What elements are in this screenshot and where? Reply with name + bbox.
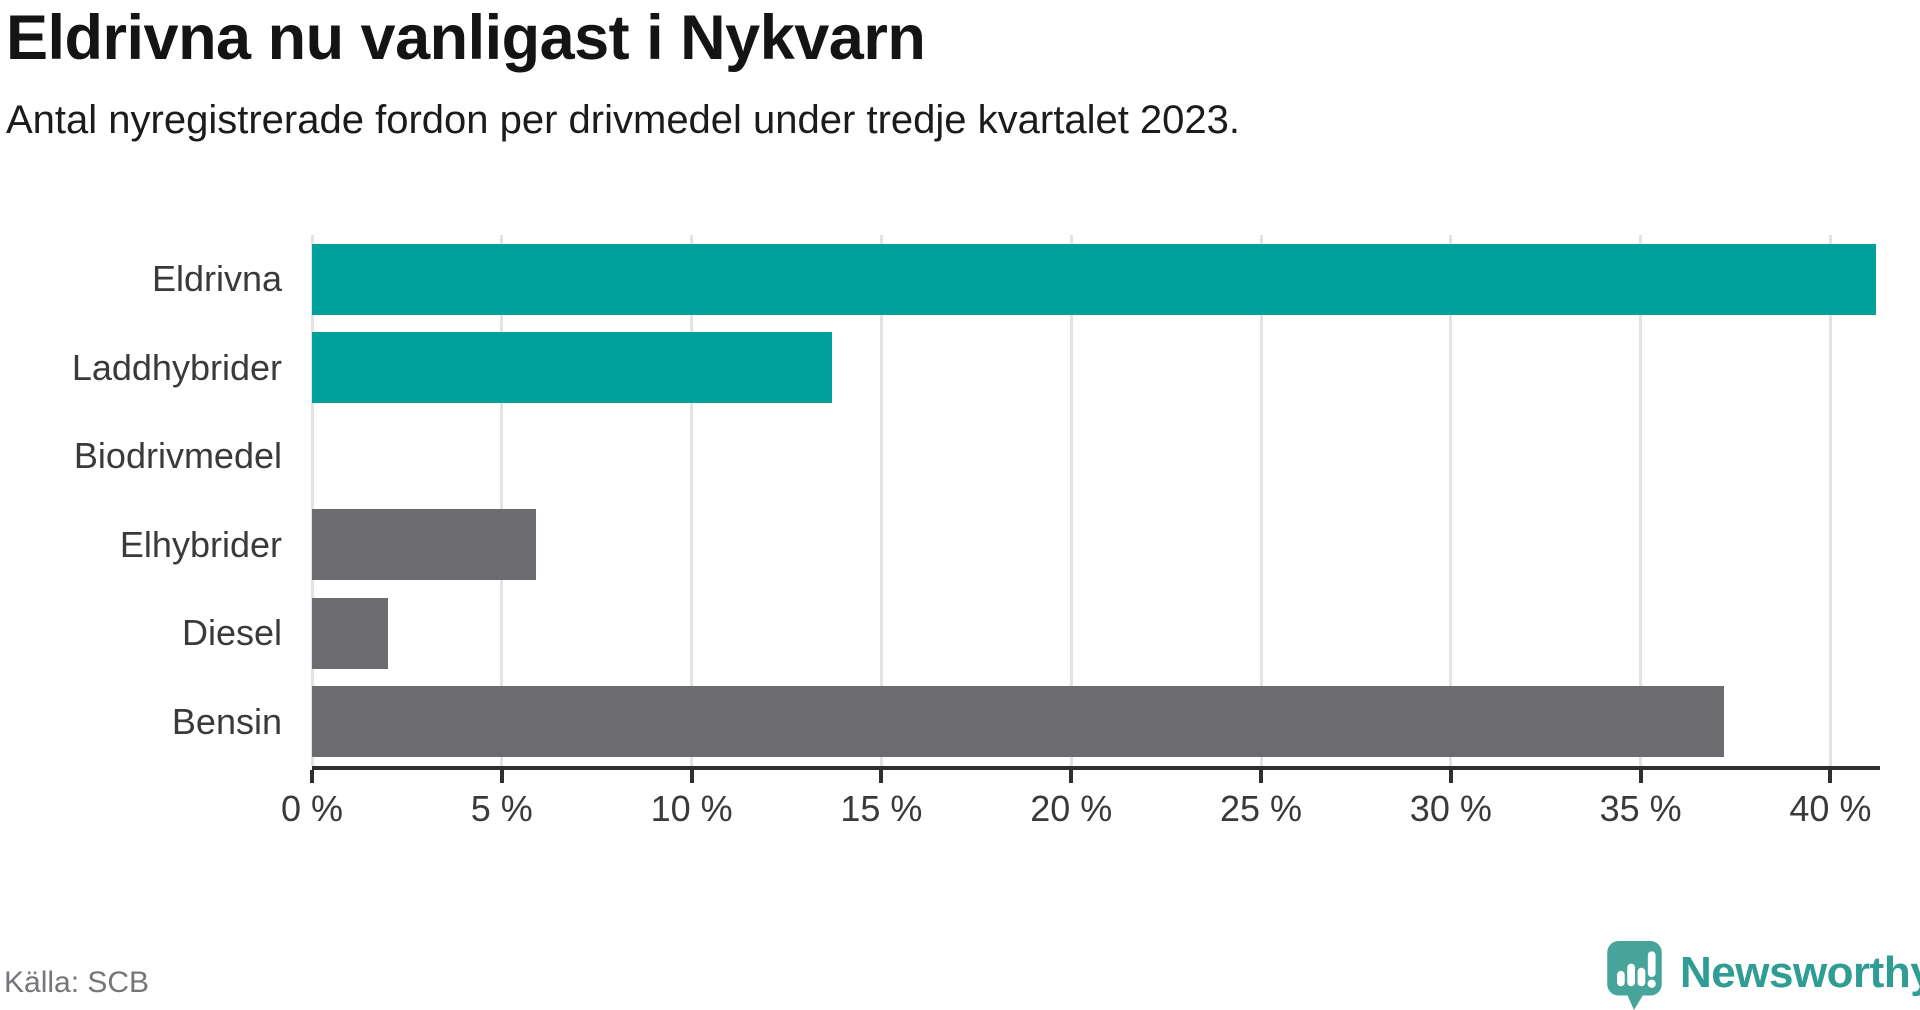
category-label: Diesel (181, 612, 282, 654)
source-note: Källa: SCB (4, 966, 150, 999)
x-axis-tick (310, 770, 314, 783)
category-label: Laddhybrider (71, 346, 282, 388)
plot-area (310, 235, 1876, 766)
bar-diesel (312, 597, 388, 669)
bar-laddhybrider (312, 332, 833, 404)
bar-eldrivna (312, 243, 1876, 315)
x-axis-tick-label: 5 % (470, 788, 533, 829)
x-axis-tick-label: 25 % (1219, 788, 1303, 829)
x-axis-tick (1259, 770, 1264, 783)
gridline (1449, 235, 1453, 766)
x-axis-tick-label: 10 % (650, 788, 733, 829)
chart-title: Eldrivna nu vanligast i Nykvarn (6, 3, 926, 73)
x-axis-tick-label: 20 % (1030, 788, 1113, 829)
x-axis-tick-label: 0 % (280, 788, 344, 829)
newsworthy-bubble-chart-icon (1607, 941, 1662, 1010)
gridline (1639, 235, 1643, 766)
newsworthy-logo: Newsworthy (1606, 940, 1920, 1010)
chart-subtitle: Antal nyregistrerade fordon per drivmede… (6, 98, 1241, 142)
x-axis-tick (689, 770, 694, 783)
x-axis-tick (1638, 770, 1643, 783)
bar-elhybrider (312, 509, 536, 581)
x-axis-tick-label: 30 % (1409, 788, 1492, 829)
x-axis-tick (1069, 770, 1074, 783)
x-axis-tick-label: 35 % (1599, 788, 1682, 829)
gridline (1259, 235, 1263, 766)
x-axis-tick-label: 40 % (1789, 788, 1872, 829)
category-axis: Eldrivna Laddhybrider Biodrivmedel Elhybrid… (0, 235, 282, 766)
gridline (1828, 235, 1832, 766)
x-axis-line (312, 766, 1880, 770)
gridline (500, 235, 504, 766)
category-label: Biodrivmedel (73, 435, 282, 477)
x-axis-tick (1828, 770, 1833, 783)
x-axis-tick (879, 770, 884, 783)
gridline (879, 235, 883, 766)
category-label: Bensin (171, 700, 282, 742)
newsworthy-wordmark: Newsworthy (1680, 948, 1920, 997)
bar-bensin (312, 686, 1725, 758)
category-label: Elhybrider (119, 523, 282, 565)
x-axis-tick (1448, 770, 1453, 783)
x-axis-tick (499, 770, 504, 783)
gridline (1069, 235, 1073, 766)
gridline (310, 235, 314, 766)
gridline (690, 235, 694, 766)
category-label: Eldrivna (151, 258, 282, 300)
x-axis-tick-label: 15 % (840, 788, 923, 829)
